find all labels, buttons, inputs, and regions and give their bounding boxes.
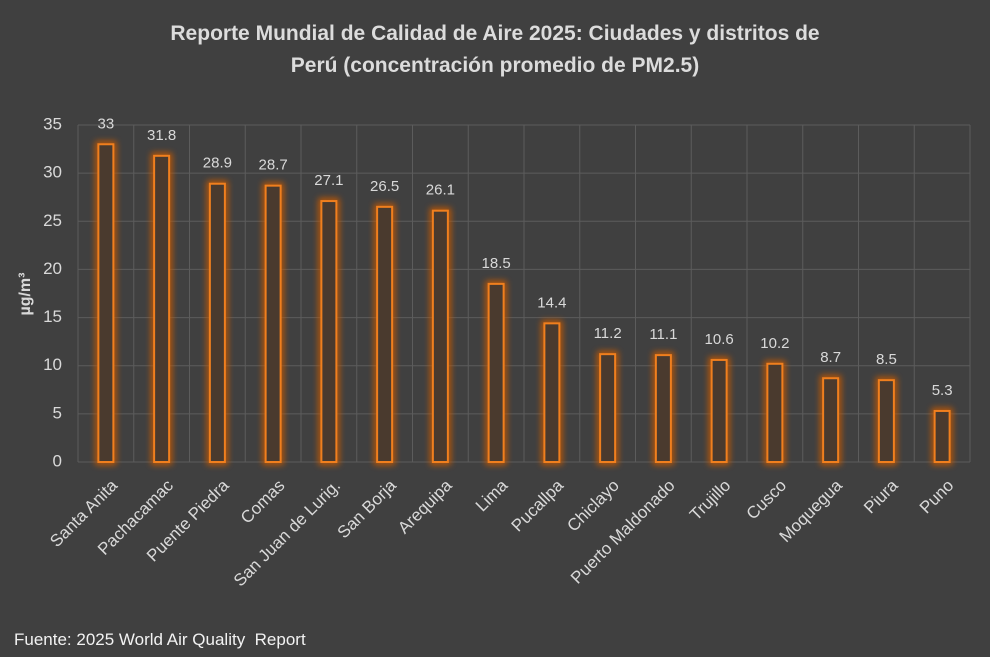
data-label: 26.5 — [370, 178, 399, 195]
data-label: 8.5 — [876, 351, 897, 368]
y-tick-label: 20 — [43, 259, 62, 278]
bar-outline — [654, 354, 672, 464]
y-axis-title: µg/m³ — [17, 273, 34, 316]
data-label: 31.8 — [147, 127, 176, 144]
bar — [597, 351, 619, 465]
bar — [652, 352, 674, 466]
y-tick-label: 10 — [43, 355, 62, 374]
bar — [708, 356, 730, 465]
bar-outline — [208, 182, 226, 463]
bar-outline — [543, 322, 561, 463]
x-tick-label: Piura — [860, 475, 902, 517]
chart-title: Reporte Mundial de Calidad de Aire 2025:… — [0, 18, 990, 82]
bar-outline — [153, 154, 171, 463]
bar-outline — [487, 282, 505, 463]
data-label: 28.9 — [203, 155, 232, 172]
bar — [820, 375, 842, 465]
x-tick-label: Lima — [472, 476, 512, 516]
data-label: 11.1 — [649, 326, 677, 343]
bar-outline — [933, 409, 951, 463]
bar-outline — [822, 377, 840, 463]
bar-outline — [599, 353, 617, 463]
data-label: 10.2 — [760, 335, 789, 352]
x-tick-label: Cusco — [743, 476, 791, 524]
bar — [541, 320, 563, 465]
bar — [764, 360, 786, 465]
bar-outline — [264, 184, 282, 463]
y-tick-label: 25 — [43, 211, 62, 230]
y-tick-label: 15 — [43, 307, 62, 326]
bar — [931, 407, 953, 465]
bar — [374, 203, 396, 465]
x-tick-label: Trujillo — [686, 476, 734, 524]
y-tick-label: 30 — [43, 163, 62, 182]
data-label: 28.7 — [259, 157, 288, 174]
source-note: Fuente: 2025 World Air Quality Report — [14, 630, 306, 649]
data-labels: 33 31.8 28.9 28.7 27.1 26.5 26.1 18.5 14.4 11.2 11… — [98, 115, 953, 399]
y-tick-label: 5 — [53, 403, 62, 422]
bar — [485, 280, 507, 465]
y-axis-ticks: 0 5 10 15 20 25 30 35 — [43, 114, 62, 470]
bar-outline — [376, 205, 394, 463]
x-tick-label: Puno — [916, 476, 958, 518]
x-tick-label: Arequipa — [394, 476, 456, 538]
x-tick-label: San Borja — [334, 476, 401, 543]
x-tick-label: San Juan de Lurig. — [230, 476, 344, 590]
y-tick-label: 35 — [43, 114, 62, 133]
x-tick-label: Comas — [237, 476, 289, 528]
data-label: 26.1 — [426, 182, 455, 199]
bar — [151, 152, 173, 465]
bar-outline — [766, 362, 784, 463]
y-tick-label: 0 — [53, 451, 62, 470]
x-tick-label: Puerto Maldonado — [567, 476, 679, 588]
bar — [318, 198, 340, 466]
bar — [206, 180, 228, 465]
data-label: 33 — [98, 115, 115, 132]
bar-outline — [710, 358, 728, 463]
chart-title-line-2: Perú (concentración promedio de PM2.5) — [290, 54, 700, 77]
data-label: 10.6 — [705, 331, 734, 348]
data-label: 18.5 — [482, 255, 511, 272]
bar — [875, 377, 897, 465]
bar-outline — [877, 379, 895, 463]
bar — [429, 207, 451, 465]
bar-outline — [320, 200, 338, 464]
bar-outline — [97, 143, 115, 463]
data-label: 27.1 — [314, 172, 343, 189]
data-label: 8.7 — [820, 349, 841, 366]
bar — [262, 182, 284, 465]
bars — [95, 141, 953, 466]
data-label: 14.4 — [537, 294, 566, 311]
x-tick-label: Pucallpa — [508, 475, 568, 535]
bar-outline — [431, 209, 449, 463]
bar — [95, 141, 117, 465]
chart-title-line-1: Reporte Mundial de Calidad de Aire 2025:… — [170, 22, 820, 45]
data-label: 5.3 — [932, 382, 953, 399]
data-label: 11.2 — [594, 325, 622, 342]
